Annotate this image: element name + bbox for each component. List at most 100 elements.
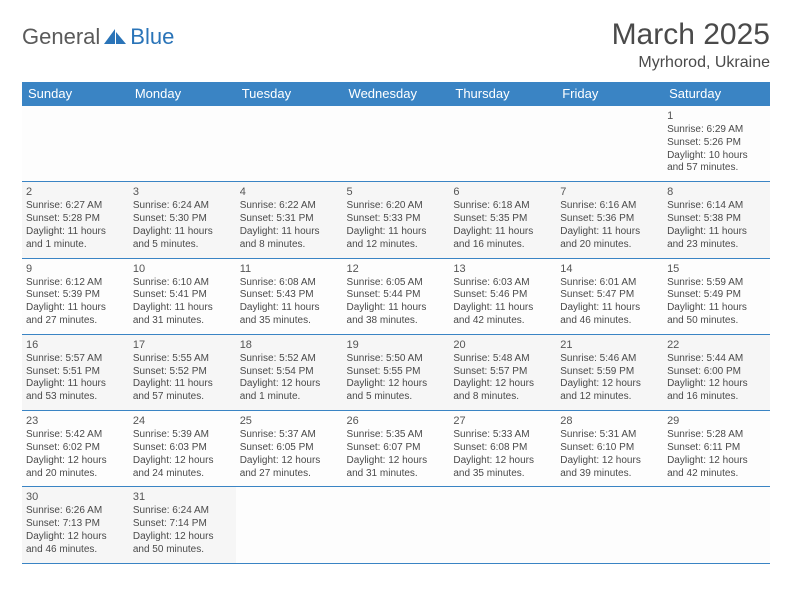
cell-line-dl2: and 35 minutes. [453,468,552,481]
cell-line-ss: Sunset: 5:59 PM [560,366,659,379]
calendar-cell [22,106,129,182]
cell-line-sr: Sunrise: 6:27 AM [26,200,125,213]
cell-line-dl1: Daylight: 11 hours [347,226,446,239]
cell-line-sr: Sunrise: 5:42 AM [26,429,125,442]
cell-line-dl1: Daylight: 12 hours [667,378,766,391]
cell-line-dl2: and 35 minutes. [240,315,339,328]
cell-line-dl2: and 31 minutes. [347,468,446,481]
cell-line-ss: Sunset: 6:07 PM [347,442,446,455]
cell-line-dl2: and 23 minutes. [667,239,766,252]
calendar-body: 1Sunrise: 6:29 AMSunset: 5:26 PMDaylight… [22,106,770,564]
cell-line-sr: Sunrise: 5:35 AM [347,429,446,442]
month-title: March 2025 [612,18,770,52]
calendar-cell: 13Sunrise: 6:03 AMSunset: 5:46 PMDayligh… [449,258,556,334]
day-number: 15 [667,262,766,276]
day-number: 26 [347,414,446,428]
calendar-week: 9Sunrise: 6:12 AMSunset: 5:39 PMDaylight… [22,258,770,334]
cell-line-ss: Sunset: 5:26 PM [667,137,766,150]
cell-line-sr: Sunrise: 6:01 AM [560,277,659,290]
cell-line-dl1: Daylight: 11 hours [133,302,232,315]
day-number: 14 [560,262,659,276]
cell-line-dl2: and 16 minutes. [667,391,766,404]
cell-line-dl1: Daylight: 12 hours [347,378,446,391]
day-number: 13 [453,262,552,276]
calendar-week: 30Sunrise: 6:26 AMSunset: 7:13 PMDayligh… [22,487,770,563]
cell-line-sr: Sunrise: 6:12 AM [26,277,125,290]
cell-line-dl2: and 1 minute. [240,391,339,404]
day-header: Thursday [449,82,556,106]
cell-line-dl1: Daylight: 11 hours [560,226,659,239]
calendar-table: SundayMondayTuesdayWednesdayThursdayFrid… [22,82,770,564]
cell-line-dl1: Daylight: 12 hours [347,455,446,468]
cell-line-sr: Sunrise: 5:55 AM [133,353,232,366]
cell-line-ss: Sunset: 5:28 PM [26,213,125,226]
cell-line-ss: Sunset: 5:36 PM [560,213,659,226]
cell-line-dl1: Daylight: 11 hours [347,302,446,315]
cell-line-dl1: Daylight: 11 hours [560,302,659,315]
cell-line-sr: Sunrise: 6:16 AM [560,200,659,213]
cell-line-dl1: Daylight: 12 hours [560,455,659,468]
cell-line-ss: Sunset: 5:43 PM [240,289,339,302]
calendar-cell: 14Sunrise: 6:01 AMSunset: 5:47 PMDayligh… [556,258,663,334]
cell-line-dl1: Daylight: 11 hours [240,226,339,239]
cell-line-sr: Sunrise: 6:14 AM [667,200,766,213]
calendar-cell: 18Sunrise: 5:52 AMSunset: 5:54 PMDayligh… [236,334,343,410]
cell-line-sr: Sunrise: 6:26 AM [26,505,125,518]
calendar-cell: 19Sunrise: 5:50 AMSunset: 5:55 PMDayligh… [343,334,450,410]
cell-line-sr: Sunrise: 6:18 AM [453,200,552,213]
calendar-cell: 2Sunrise: 6:27 AMSunset: 5:28 PMDaylight… [22,182,129,258]
cell-line-sr: Sunrise: 5:37 AM [240,429,339,442]
calendar-cell: 25Sunrise: 5:37 AMSunset: 6:05 PMDayligh… [236,411,343,487]
cell-line-ss: Sunset: 6:03 PM [133,442,232,455]
cell-line-dl1: Daylight: 10 hours [667,150,766,163]
cell-line-sr: Sunrise: 5:44 AM [667,353,766,366]
day-number: 23 [26,414,125,428]
day-number: 27 [453,414,552,428]
day-number: 11 [240,262,339,276]
cell-line-ss: Sunset: 5:30 PM [133,213,232,226]
cell-line-ss: Sunset: 5:44 PM [347,289,446,302]
cell-line-ss: Sunset: 7:13 PM [26,518,125,531]
day-header-row: SundayMondayTuesdayWednesdayThursdayFrid… [22,82,770,106]
cell-line-ss: Sunset: 6:10 PM [560,442,659,455]
day-number: 18 [240,338,339,352]
calendar-cell: 31Sunrise: 6:24 AMSunset: 7:14 PMDayligh… [129,487,236,563]
cell-line-dl2: and 12 minutes. [347,239,446,252]
cell-line-ss: Sunset: 6:11 PM [667,442,766,455]
cell-line-dl1: Daylight: 11 hours [26,226,125,239]
cell-line-sr: Sunrise: 5:57 AM [26,353,125,366]
cell-line-dl1: Daylight: 12 hours [133,531,232,544]
cell-line-dl2: and 5 minutes. [347,391,446,404]
day-number: 25 [240,414,339,428]
cell-line-dl1: Daylight: 12 hours [240,455,339,468]
cell-line-dl2: and 12 minutes. [560,391,659,404]
cell-line-dl1: Daylight: 11 hours [240,302,339,315]
calendar-cell: 6Sunrise: 6:18 AMSunset: 5:35 PMDaylight… [449,182,556,258]
day-number: 5 [347,185,446,199]
cell-line-ss: Sunset: 6:05 PM [240,442,339,455]
calendar-cell: 28Sunrise: 5:31 AMSunset: 6:10 PMDayligh… [556,411,663,487]
cell-line-sr: Sunrise: 6:05 AM [347,277,446,290]
day-header: Monday [129,82,236,106]
calendar-cell [236,106,343,182]
cell-line-ss: Sunset: 5:46 PM [453,289,552,302]
cell-line-dl1: Daylight: 11 hours [26,378,125,391]
calendar-cell [663,487,770,563]
cell-line-dl2: and 57 minutes. [133,391,232,404]
cell-line-ss: Sunset: 5:49 PM [667,289,766,302]
calendar-cell: 21Sunrise: 5:46 AMSunset: 5:59 PMDayligh… [556,334,663,410]
day-number: 16 [26,338,125,352]
cell-line-dl2: and 46 minutes. [26,544,125,557]
calendar-cell: 24Sunrise: 5:39 AMSunset: 6:03 PMDayligh… [129,411,236,487]
cell-line-sr: Sunrise: 5:52 AM [240,353,339,366]
cell-line-ss: Sunset: 5:52 PM [133,366,232,379]
cell-line-sr: Sunrise: 5:50 AM [347,353,446,366]
day-number: 7 [560,185,659,199]
cell-line-dl1: Daylight: 11 hours [667,302,766,315]
day-number: 28 [560,414,659,428]
cell-line-ss: Sunset: 5:39 PM [26,289,125,302]
cell-line-dl1: Daylight: 12 hours [240,378,339,391]
cell-line-dl2: and 53 minutes. [26,391,125,404]
cell-line-ss: Sunset: 5:35 PM [453,213,552,226]
calendar-cell: 16Sunrise: 5:57 AMSunset: 5:51 PMDayligh… [22,334,129,410]
